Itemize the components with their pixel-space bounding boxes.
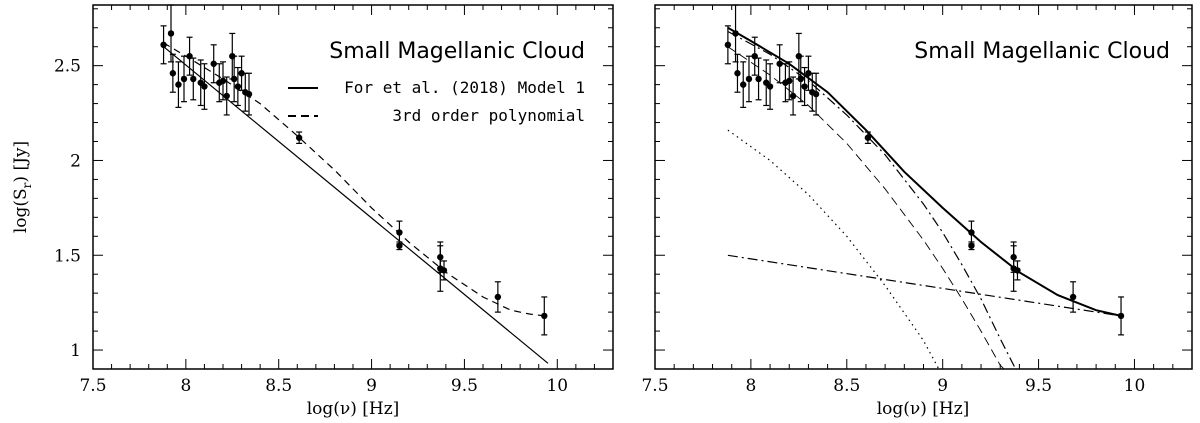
y-axis-label-subscript: r — [20, 182, 34, 188]
right-data-point — [789, 92, 797, 100]
y-axis-label-main: log(S — [11, 188, 31, 233]
right-x-tick-label: 9.5 — [1025, 376, 1052, 396]
right-data-point — [724, 41, 732, 49]
left-data-point — [180, 75, 188, 83]
left-3rd-order-polynomial-line — [163, 42, 545, 317]
left-data-point — [238, 70, 245, 77]
left-chart-title: Small Magellanic Cloud — [329, 39, 585, 64]
right-panel: 7.5 8 8.5 9 9.5 10 Small Magellanic Cloud log… — [641, 4, 1193, 419]
right-total-model-line — [727, 26, 1122, 317]
right-data-point — [776, 60, 783, 67]
left-data-point — [219, 77, 227, 85]
left-data-point — [175, 81, 182, 88]
right-chart-title: Small Magellanic Cloud — [914, 39, 1170, 64]
left-y-axis-label: log(Sr) [Jy] — [11, 141, 34, 233]
right-component-dash-dot-flat-line — [727, 254, 1122, 317]
left-y-tick-label: 1.5 — [54, 246, 81, 266]
legend: For et al. (2018) Model 1 3rd order poly… — [288, 78, 585, 125]
left-data-point — [169, 70, 177, 77]
left-data-point — [396, 229, 403, 236]
right-data-point — [968, 242, 975, 249]
right-x-tick-label: 8.5 — [833, 376, 860, 396]
legend-label-polynomial: 3rd order polynomial — [392, 106, 585, 125]
left-x-tick-label: 9 — [366, 376, 377, 396]
left-x-tick-label: 7.5 — [79, 376, 106, 396]
right-data-point — [812, 90, 820, 98]
right-data-point — [1069, 293, 1077, 301]
legend-label-model1: For et al. (2018) Model 1 — [344, 78, 585, 97]
left-y-tick-label: 2.5 — [54, 57, 81, 77]
left-panel-marks: 7.5 8 8.5 9 9.5 10 1 1.5 2 2.5 — [54, 4, 614, 396]
right-data-point — [805, 70, 812, 77]
y-axis-label-unit: ) [Jy] — [11, 141, 31, 183]
left-y-tick-label: 2 — [70, 151, 81, 171]
right-component-dashed-line — [727, 46, 1005, 369]
right-x-tick-label: 10 — [1124, 376, 1146, 396]
left-data-point — [396, 242, 403, 249]
right-data-point — [734, 70, 741, 77]
right-plot-frame — [654, 4, 1193, 370]
right-data-point — [766, 83, 774, 90]
left-x-tick-label: 10 — [546, 376, 568, 396]
left-data-point — [167, 30, 175, 37]
right-data-point — [801, 83, 808, 90]
left-x-tick-label: 8.5 — [265, 376, 292, 396]
right-data-point — [740, 81, 747, 88]
right-component-dotted-line — [727, 129, 940, 369]
right-data-point — [786, 77, 793, 85]
left-data-point — [190, 75, 197, 83]
right-data-point — [745, 75, 753, 83]
left-data-point — [230, 75, 238, 83]
right-data-point — [1117, 312, 1125, 320]
right-x-axis-label: log(ν) [Hz] — [877, 399, 970, 419]
right-x-tick-label: 8 — [745, 376, 756, 396]
left-data-point — [210, 60, 217, 67]
left-data-point — [201, 83, 208, 90]
left-y-tick-label: 1 — [70, 341, 81, 361]
left-x-tick-label: 8 — [180, 376, 191, 396]
left-plot-frame — [92, 4, 614, 370]
right-x-tick-label: 7.5 — [641, 376, 668, 396]
right-x-tick-label: 9 — [937, 376, 948, 396]
left-x-axis-label: log(ν) [Hz] — [307, 399, 400, 419]
right-panel-marks: 7.5 8 8.5 9 9.5 10 — [641, 4, 1193, 396]
left-x-tick-label: 9.5 — [451, 376, 478, 396]
left-panel: 7.5 8 8.5 9 9.5 10 1 1.5 2 2.5 Small Magellanic C… — [11, 4, 614, 419]
right-data-point — [755, 75, 762, 83]
left-for-et-al-2018-model-1-line — [163, 46, 549, 364]
right-component-dash-dot-steep-line — [727, 30, 1017, 369]
left-data-point — [494, 293, 502, 301]
